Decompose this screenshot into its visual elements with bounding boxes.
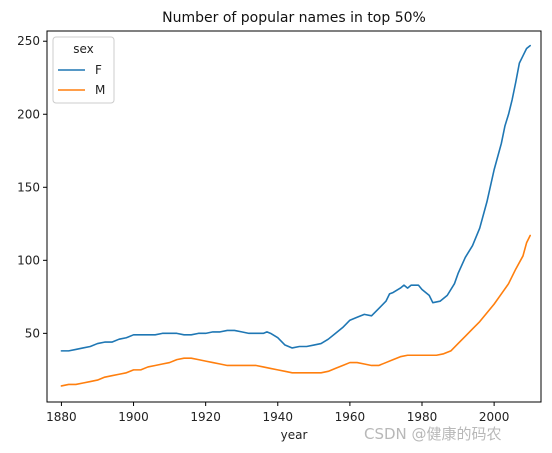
x-tick-label: 1900 [118,410,149,424]
y-tick-label: 50 [25,326,40,340]
y-tick-label: 200 [17,107,40,121]
legend-title: sex [73,42,94,56]
x-axis-label: year [281,428,308,442]
series-line-f [60,44,531,352]
y-tick-label: 100 [17,253,40,267]
legend-label-f: F [95,63,102,77]
legend-label-m: M [95,83,105,97]
watermark-text: CSDN @健康的码农 [364,425,502,443]
plot-frame [46,30,542,403]
y-axis-ticks: 50 100 150 200 250 [17,34,47,340]
legend-items: FM [58,63,105,97]
x-tick-label: 1940 [263,410,294,424]
x-tick-label: 2000 [479,410,510,424]
x-tick-label: 1960 [335,410,366,424]
y-tick-label: 150 [17,180,40,194]
y-tick-label: 250 [17,34,40,48]
chart-title: Number of popular names in top 50% [162,10,426,26]
x-tick-label: 1980 [407,410,438,424]
x-tick-label: 1880 [46,410,77,424]
series-layer [60,44,531,387]
legend: sex FM [52,36,115,104]
series-line-m [60,234,531,387]
x-tick-label: 1920 [190,410,221,424]
x-axis-ticks: 1880 1900 1920 1940 1960 1980 2000 [46,402,509,424]
